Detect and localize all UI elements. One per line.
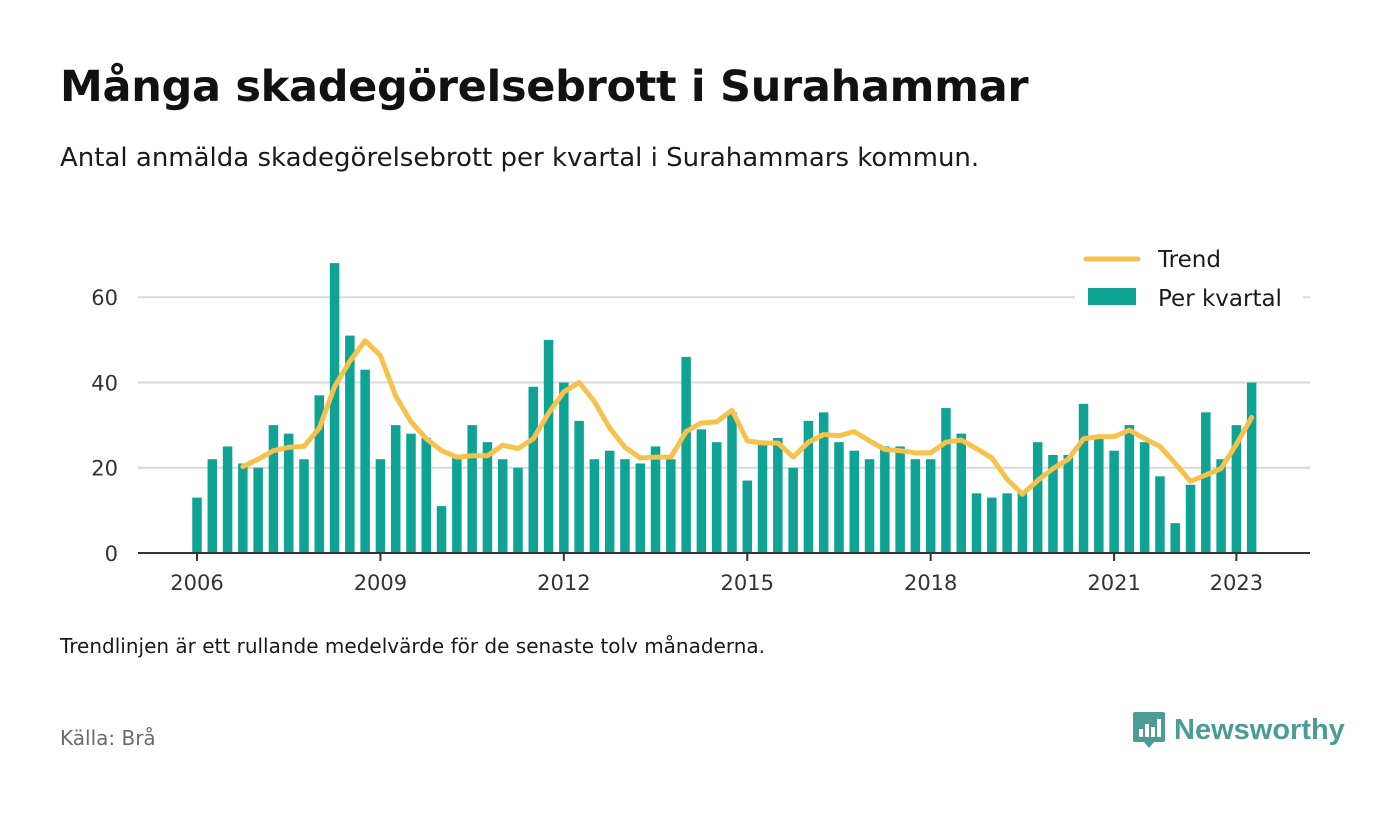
bar	[375, 459, 386, 553]
y-tick-label: 40	[91, 371, 118, 395]
x-tick-label: 2015	[721, 571, 774, 595]
x-tick-label: 2023	[1210, 571, 1263, 595]
x-tick-label: 2012	[537, 571, 590, 595]
bar	[1017, 493, 1028, 553]
bar	[283, 433, 294, 553]
bar	[299, 459, 309, 553]
bar	[207, 459, 218, 553]
chart-title: Många skadegörelsebrott i Surahammar	[60, 62, 1029, 112]
bar	[268, 425, 279, 553]
legend-bar-label: Per kvartal	[1158, 286, 1282, 312]
bar	[604, 450, 615, 553]
bar	[1032, 442, 1043, 553]
bar	[711, 442, 722, 553]
legend-trend-label: Trend	[1157, 247, 1221, 273]
bar-chart-bubble-icon	[1133, 712, 1165, 748]
bar	[390, 425, 401, 553]
bar	[482, 442, 493, 553]
bar	[421, 437, 432, 553]
gridlines	[138, 296, 1310, 469]
bar	[543, 339, 554, 553]
bar	[1246, 382, 1257, 553]
bar	[987, 497, 997, 553]
bar	[1185, 484, 1196, 553]
bar	[681, 356, 691, 553]
bar	[1109, 450, 1119, 553]
legend-bar-swatch	[1088, 288, 1136, 305]
bar	[1216, 459, 1226, 553]
bar	[788, 467, 798, 553]
bar	[222, 446, 233, 554]
bar	[1048, 454, 1058, 553]
y-tick-label: 20	[91, 457, 118, 481]
bar	[742, 480, 753, 553]
x-tick-label: 2018	[904, 571, 957, 595]
bar	[574, 420, 584, 553]
bar	[1002, 493, 1012, 553]
trend-line-group	[240, 338, 1255, 497]
bar	[253, 467, 263, 553]
bar	[589, 459, 600, 553]
bar	[513, 467, 523, 553]
bar	[727, 412, 737, 553]
bar	[1063, 454, 1073, 553]
chart-source: Källa: Brå	[60, 726, 156, 750]
bar	[803, 420, 814, 553]
brand-name: Newsworthy	[1174, 713, 1345, 746]
bar	[925, 459, 936, 553]
bar	[895, 446, 905, 554]
bar	[910, 459, 921, 553]
bars	[192, 263, 1257, 554]
bar	[620, 459, 630, 553]
trend-line	[240, 338, 1255, 497]
bar	[666, 459, 676, 553]
bar	[360, 369, 370, 553]
bar	[528, 386, 539, 553]
bar	[467, 425, 477, 553]
bar	[559, 382, 569, 553]
bar	[238, 463, 248, 553]
bar	[1124, 425, 1135, 553]
bar	[941, 408, 951, 553]
bar	[192, 497, 202, 553]
bar	[650, 446, 661, 554]
axes: 0 20 40 60 2006 2009 2012 2015 2018 2021 2023	[91, 286, 1310, 595]
bar	[1155, 476, 1165, 553]
bar	[956, 433, 966, 553]
bar	[818, 412, 829, 553]
bar	[436, 506, 447, 553]
x-tick-label: 2006	[170, 571, 223, 595]
bar	[849, 450, 859, 553]
bar	[696, 429, 707, 553]
y-tick-label: 60	[91, 286, 118, 310]
bar	[1201, 412, 1211, 553]
bar	[834, 442, 844, 553]
chart-subtitle: Antal anmälda skadegörelsebrott per kvar…	[60, 143, 980, 173]
bar	[1231, 425, 1242, 553]
x-tick-label: 2009	[354, 571, 407, 595]
bar	[773, 437, 783, 553]
bar	[880, 446, 890, 554]
bar	[971, 493, 982, 553]
y-tick-label: 0	[105, 542, 118, 566]
bar	[635, 463, 646, 553]
bar	[1078, 403, 1089, 553]
bar	[864, 459, 875, 553]
bar	[497, 459, 508, 553]
bar	[452, 454, 462, 553]
bar	[1139, 442, 1150, 553]
chart-note: Trendlinjen är ett rullande medelvärde f…	[60, 634, 766, 658]
bar	[1170, 523, 1180, 553]
newsworthy-logo[interactable]: Newsworthy	[1132, 710, 1345, 750]
bar	[329, 263, 340, 553]
bar	[314, 395, 325, 553]
legend: Trend Per kvartal	[1075, 238, 1303, 316]
x-tick-label: 2021	[1087, 571, 1140, 595]
bar	[406, 433, 416, 553]
bar	[757, 442, 768, 553]
bar	[1094, 437, 1104, 553]
bar	[345, 335, 355, 553]
